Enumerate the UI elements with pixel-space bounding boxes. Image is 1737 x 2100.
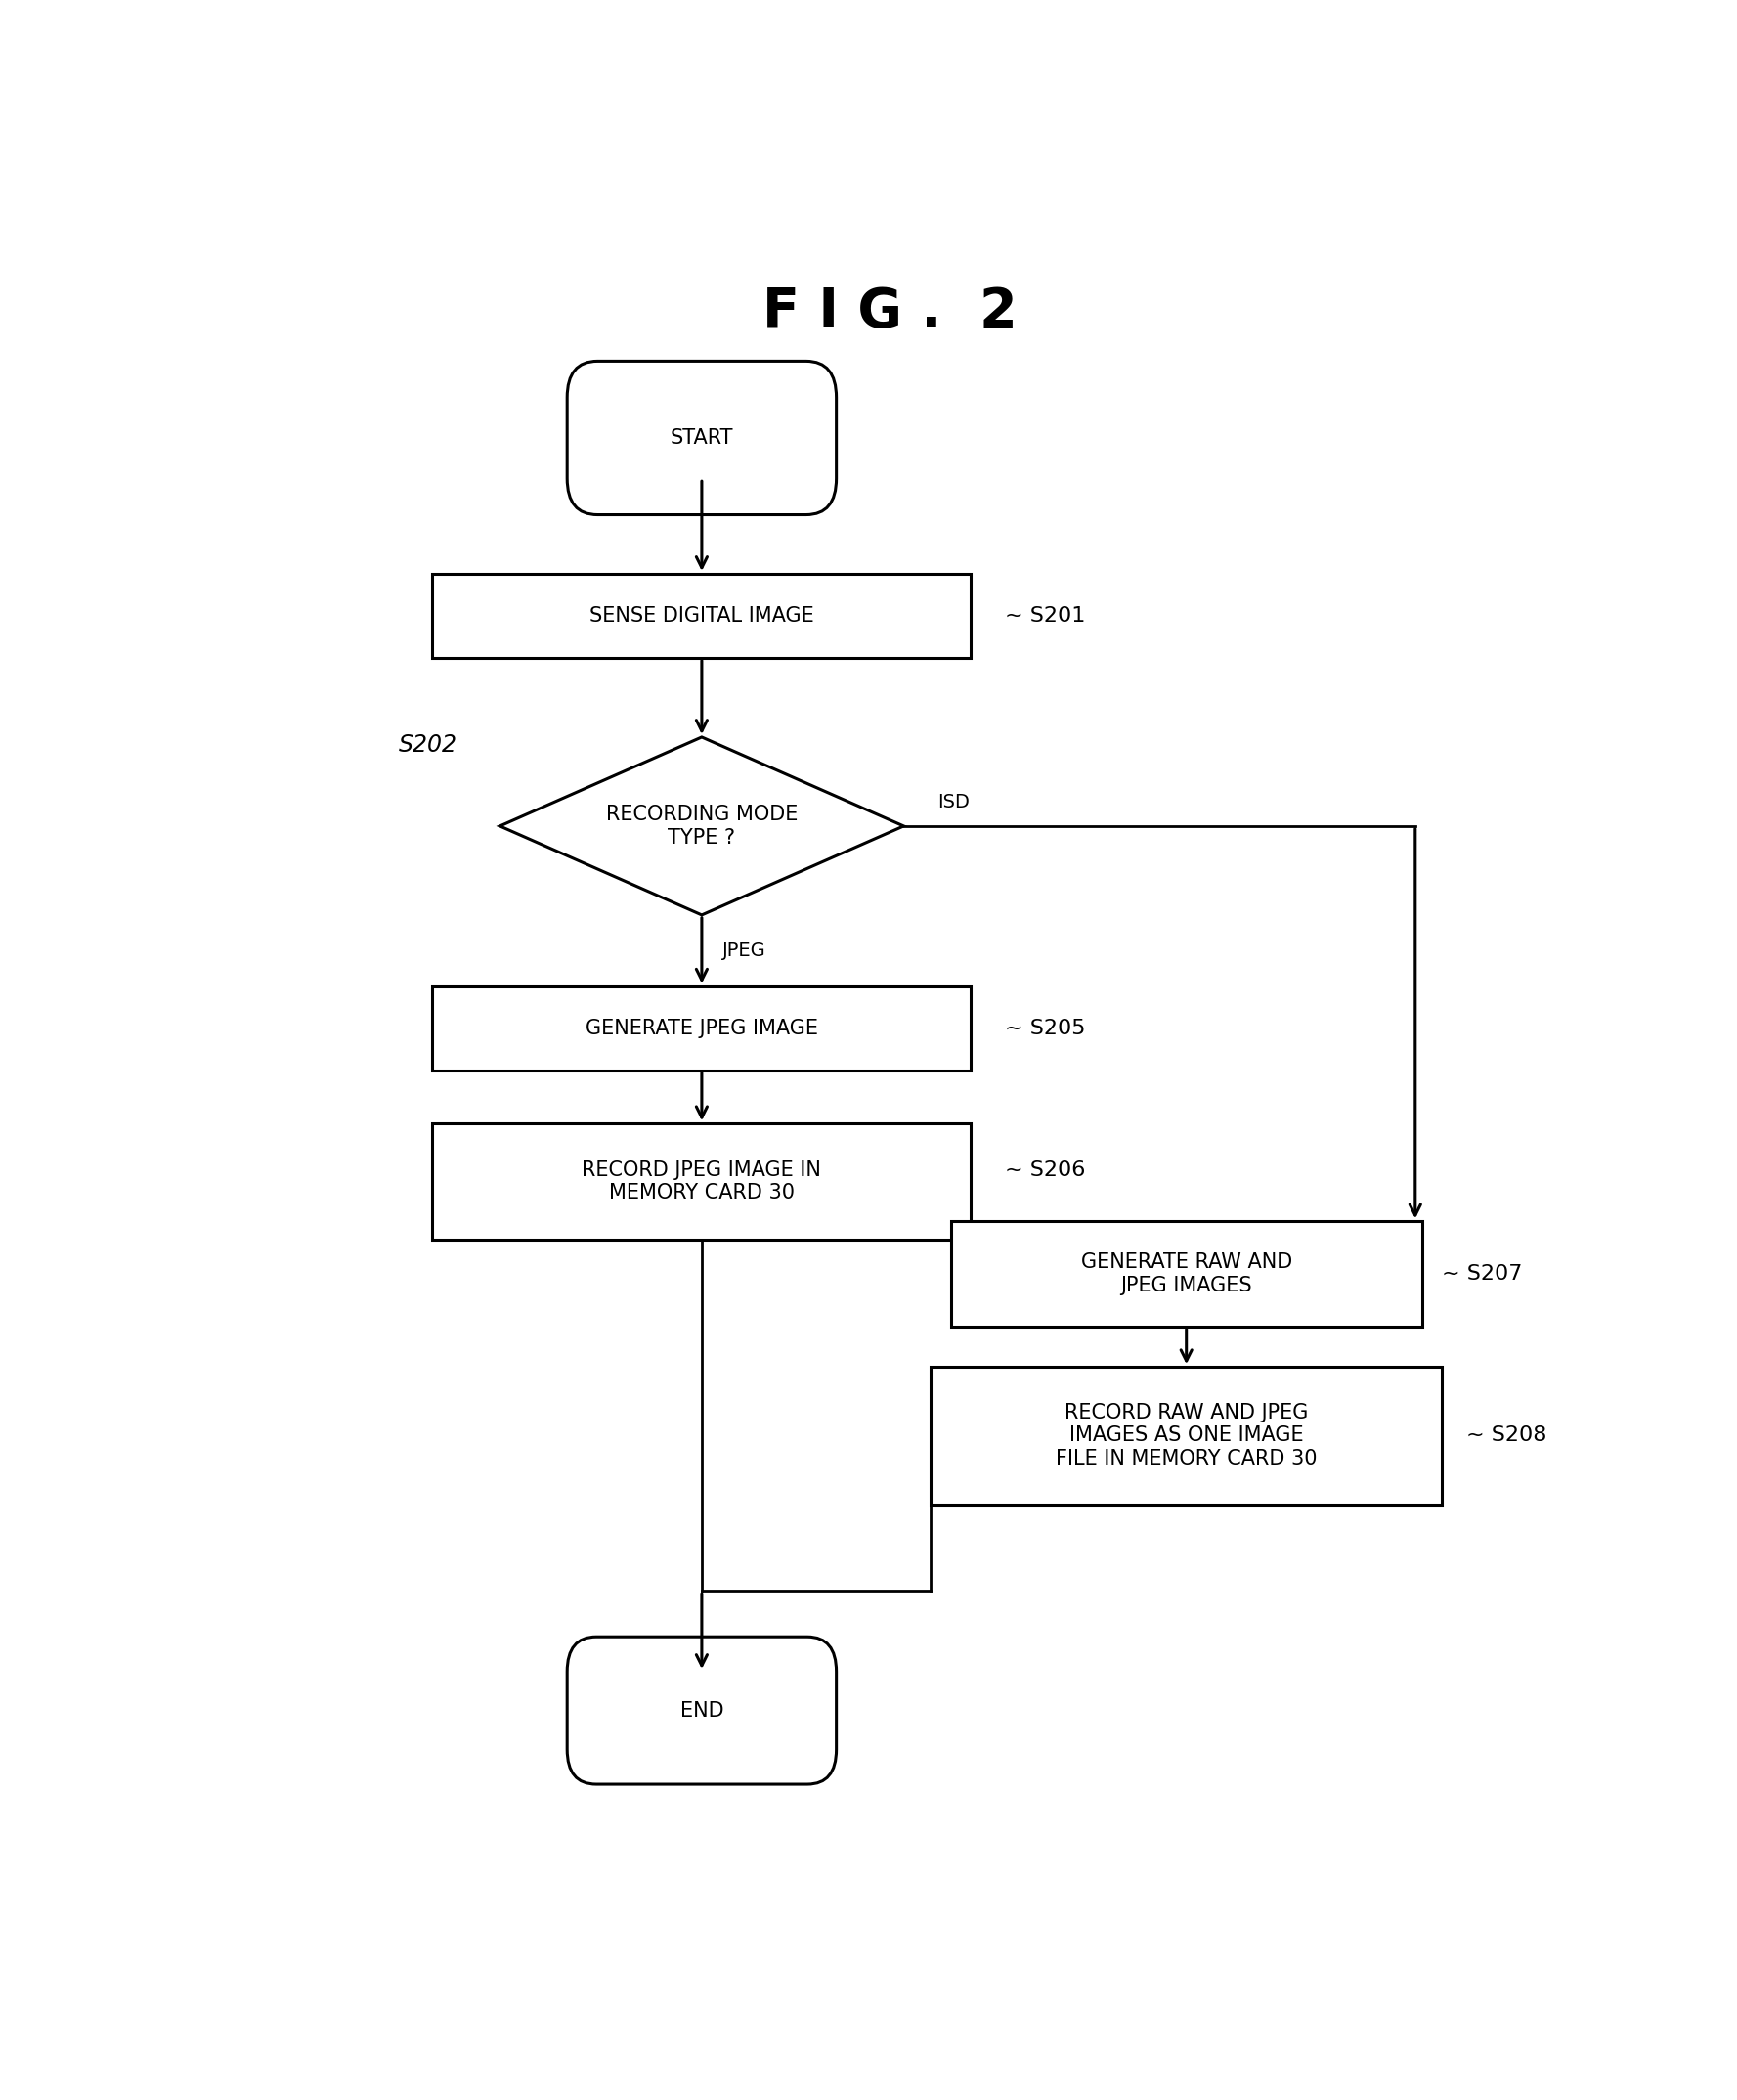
Bar <box>931 1367 1442 1504</box>
Polygon shape <box>500 737 903 916</box>
Bar <box>433 987 971 1071</box>
Text: GENERATE RAW AND
JPEG IMAGES: GENERATE RAW AND JPEG IMAGES <box>1080 1254 1292 1296</box>
Text: RECORDING MODE
TYPE ?: RECORDING MODE TYPE ? <box>606 804 797 846</box>
Text: ~ S208: ~ S208 <box>1466 1426 1548 1445</box>
FancyBboxPatch shape <box>566 1636 837 1785</box>
Bar <box>950 1222 1423 1327</box>
Text: ~ S206: ~ S206 <box>1004 1161 1086 1180</box>
Text: ~ S205: ~ S205 <box>1004 1018 1086 1037</box>
Text: F I G .  2: F I G . 2 <box>763 286 1018 338</box>
Text: GENERATE JPEG IMAGE: GENERATE JPEG IMAGE <box>585 1018 818 1037</box>
FancyBboxPatch shape <box>566 361 837 514</box>
Text: ISD: ISD <box>938 792 969 811</box>
Text: ~ S207: ~ S207 <box>1442 1264 1523 1283</box>
Text: SENSE DIGITAL IMAGE: SENSE DIGITAL IMAGE <box>589 607 815 626</box>
Bar <box>433 573 971 657</box>
Text: RECORD JPEG IMAGE IN
MEMORY CARD 30: RECORD JPEG IMAGE IN MEMORY CARD 30 <box>582 1161 822 1203</box>
Text: START: START <box>670 428 733 447</box>
Text: END: END <box>679 1701 724 1720</box>
Text: RECORD RAW AND JPEG
IMAGES AS ONE IMAGE
FILE IN MEMORY CARD 30: RECORD RAW AND JPEG IMAGES AS ONE IMAGE … <box>1056 1403 1317 1468</box>
Text: S202: S202 <box>400 733 457 756</box>
Text: ~ S201: ~ S201 <box>1004 607 1086 626</box>
Bar <box>433 1124 971 1239</box>
Text: JPEG: JPEG <box>723 941 766 960</box>
